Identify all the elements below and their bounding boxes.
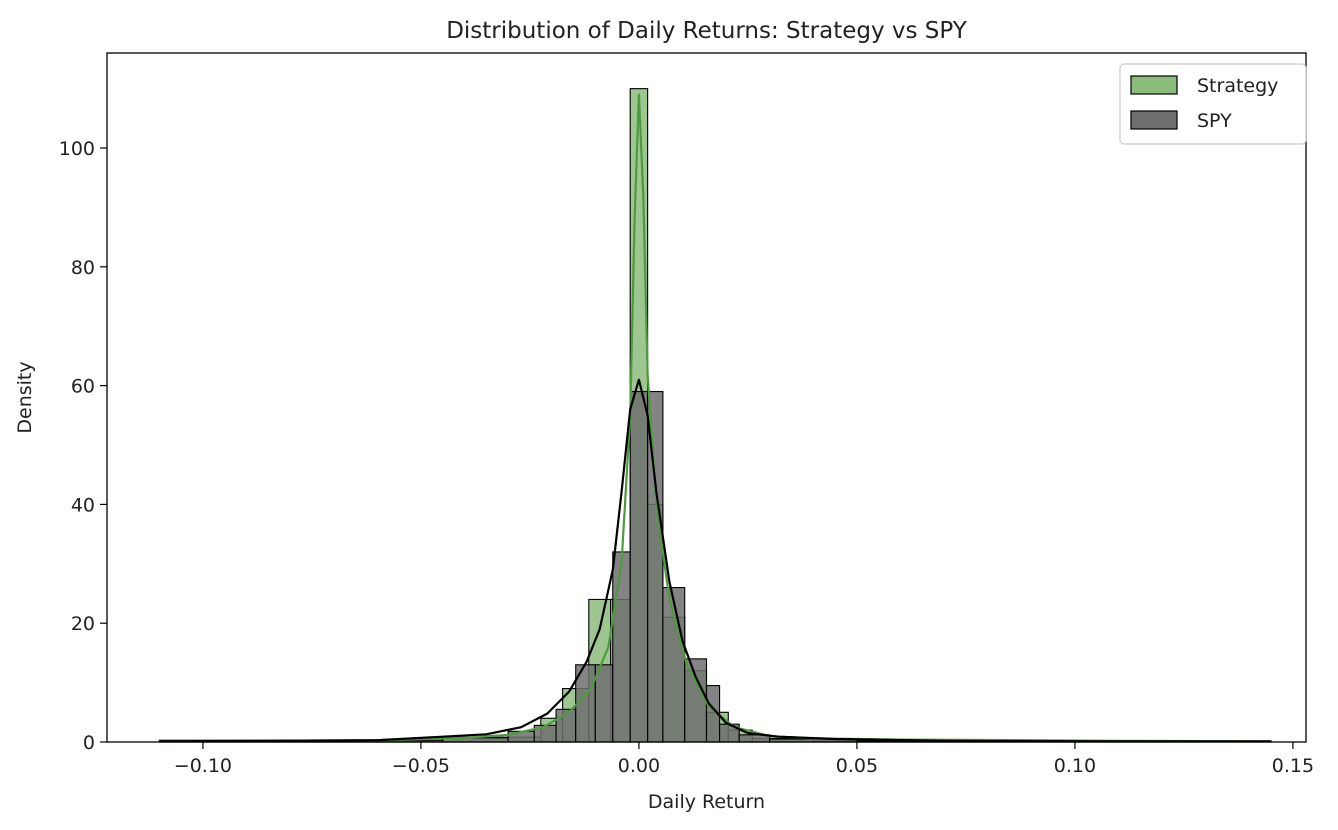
x-tick-label: −0.05 — [392, 755, 450, 777]
y-axis-label: Density — [14, 361, 36, 433]
spy-bar-8 — [629, 391, 649, 743]
x-tick-label: 0.00 — [618, 755, 660, 777]
x-axis: −0.10 −0.05 0.00 0.05 0.10 0.15 — [174, 742, 1314, 777]
y-tick-label: 0 — [83, 732, 95, 754]
kde-layer — [159, 93, 1272, 743]
legend-label-spy: SPY — [1197, 110, 1232, 132]
x-tick-label: 0.05 — [836, 755, 878, 777]
y-tick-label: 100 — [59, 138, 95, 160]
spy-bar-10 — [662, 587, 686, 743]
x-tick-label: −0.10 — [174, 755, 232, 777]
x-tick-label: 0.15 — [1272, 755, 1314, 777]
legend-swatch-strategy — [1130, 75, 1178, 95]
spy-bar-6 — [594, 664, 614, 743]
chart-title: Distribution of Daily Returns: Strategy … — [446, 18, 968, 44]
legend-swatch-spy — [1130, 110, 1178, 130]
legend: Strategy SPY — [1119, 63, 1307, 145]
legend-label-strategy: Strategy — [1197, 75, 1278, 97]
spy-bar-7 — [612, 551, 631, 743]
y-tick-label: 60 — [71, 376, 95, 398]
spy-bar-11 — [684, 658, 708, 743]
strategy-kde-line — [159, 93, 1272, 743]
spy-kde-line — [159, 378, 1272, 743]
y-tick-label: 20 — [71, 613, 95, 635]
x-tick-label: 0.10 — [1054, 755, 1096, 777]
y-tick-label: 80 — [71, 257, 95, 279]
x-axis-label: Daily Return — [648, 791, 765, 813]
bars-layer — [158, 88, 1272, 743]
y-tick-label: 40 — [71, 494, 95, 516]
y-axis: 0 20 40 60 80 100 — [59, 138, 107, 754]
plot-frame — [106, 52, 1307, 743]
